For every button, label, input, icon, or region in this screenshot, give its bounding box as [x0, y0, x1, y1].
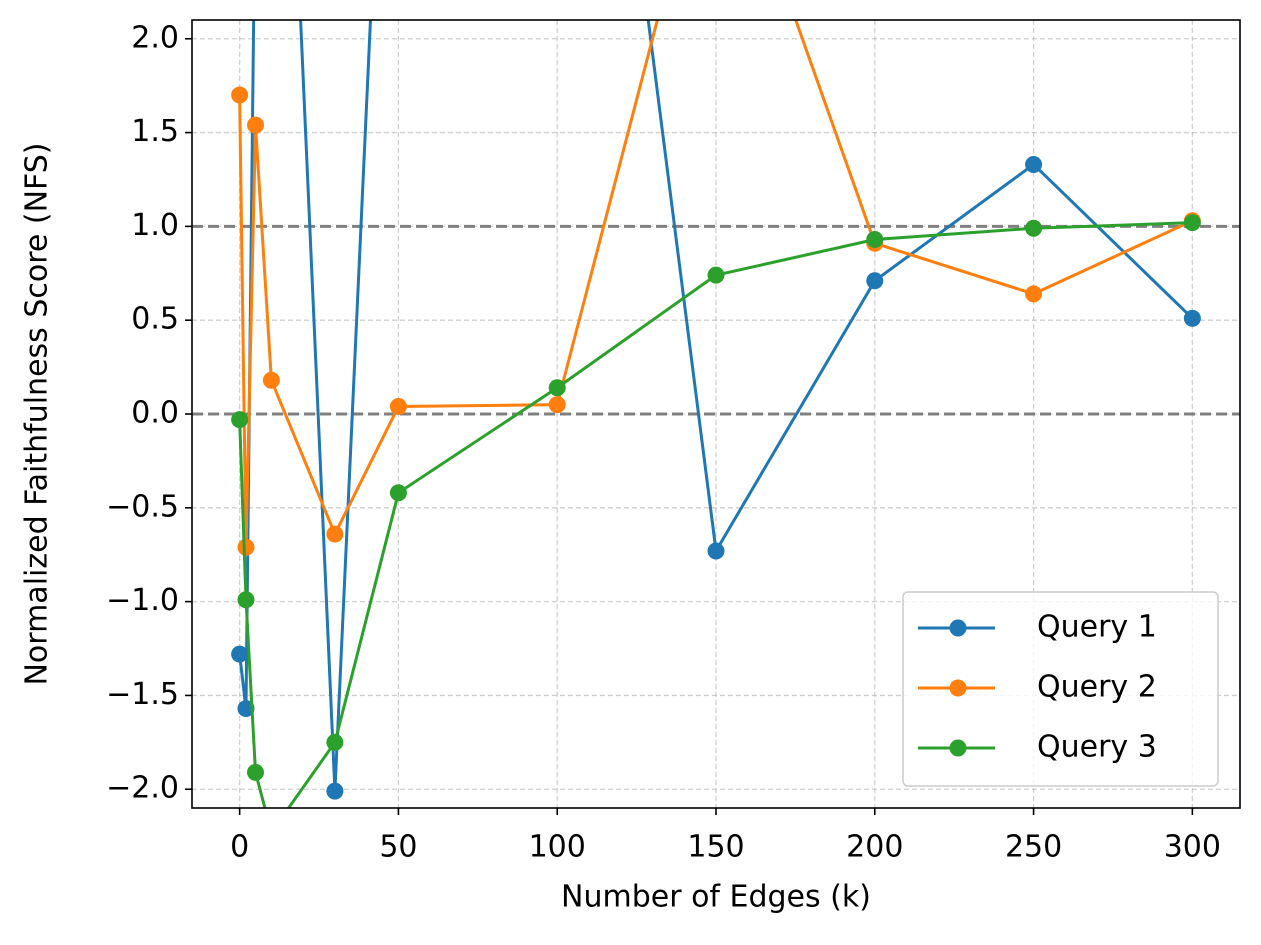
x-axis-label: Number of Edges (k) [561, 880, 871, 915]
y-tick-label: −1.0 [106, 583, 179, 618]
data-point [1025, 219, 1043, 237]
y-tick-label: −2.0 [106, 771, 179, 806]
data-point [1183, 309, 1201, 327]
data-point [237, 538, 255, 556]
data-point [707, 542, 725, 560]
data-point [548, 379, 566, 397]
y-tick-label: 2.0 [131, 20, 179, 55]
plot-area [192, 20, 1240, 841]
data-point [231, 411, 249, 429]
x-tick-label: 200 [846, 830, 903, 865]
y-tick-label: 1.5 [131, 114, 179, 149]
y-axis-label: Normalized Faithfulness Score (NFS) [20, 142, 55, 685]
data-point [1183, 214, 1201, 232]
data-point [389, 397, 407, 415]
y-tick-label: 0.5 [131, 302, 179, 337]
data-point [866, 231, 884, 249]
data-point [326, 733, 344, 751]
legend-label: Query 2 [1037, 670, 1157, 705]
x-tick-label: 50 [379, 830, 417, 865]
data-point [247, 763, 265, 781]
x-tick-label: 150 [687, 830, 744, 865]
ticks: 0 50 100 150 200 250 300 −2.0 −1.5 −1.0 −0.5 0.0 0.5… [106, 20, 1221, 864]
series-line [238, 20, 1194, 792]
legend: Query 1 Query 2 Query 3 [902, 591, 1219, 787]
y-tick-label: 0.0 [131, 396, 179, 431]
data-point [231, 86, 249, 104]
data-point [237, 591, 255, 609]
y-tick-label: −1.5 [106, 677, 179, 712]
x-tick-label: 100 [529, 830, 586, 865]
legend-marker [949, 739, 967, 757]
legend-label: Query 1 [1037, 610, 1157, 645]
data-point [262, 371, 280, 389]
x-tick-label: 250 [1005, 830, 1062, 865]
x-tick-label: 300 [1164, 830, 1221, 865]
data-point [866, 272, 884, 290]
legend-label: Query 3 [1037, 730, 1157, 765]
data-point [237, 700, 255, 718]
data-point [1025, 155, 1043, 173]
legend-marker [949, 679, 967, 697]
data-point [247, 116, 265, 134]
data-point [548, 396, 566, 414]
data-point [326, 525, 344, 543]
data-point [707, 266, 725, 284]
data-point [231, 645, 249, 663]
y-tick-label: −0.5 [106, 489, 179, 524]
legend-box [902, 591, 1219, 787]
data-point [389, 484, 407, 502]
y-tick-label: 1.0 [131, 208, 179, 243]
data-point [263, 824, 280, 841]
data-point [326, 782, 344, 800]
x-tick-label: 0 [230, 830, 249, 865]
legend-marker [949, 619, 967, 637]
data-point [1025, 285, 1043, 303]
